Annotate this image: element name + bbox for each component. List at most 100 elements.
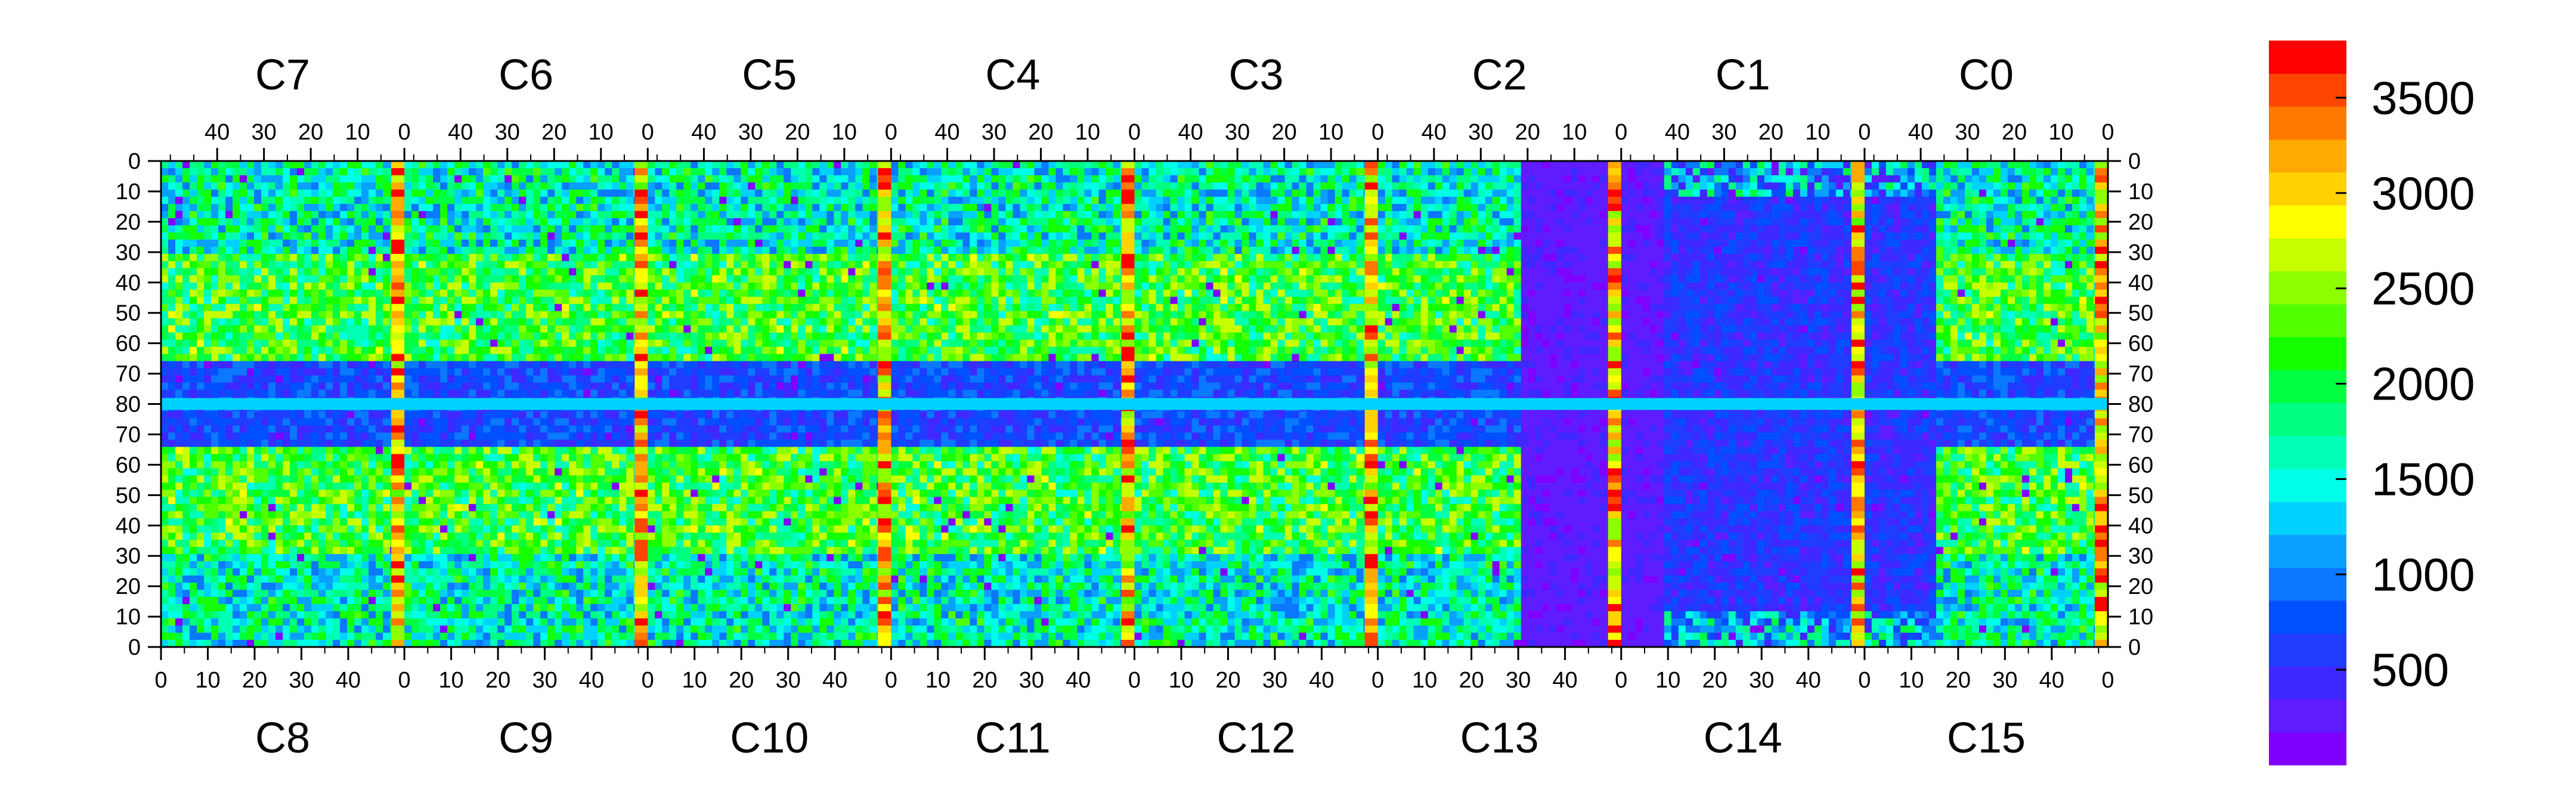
heatmap-cell <box>1549 182 1558 190</box>
heatmap-cell <box>1971 210 1980 219</box>
heatmap-cell <box>1707 168 1715 176</box>
heatmap-cell <box>791 289 798 298</box>
heatmap-cell <box>2072 232 2080 240</box>
heatmap-cell <box>1084 175 1092 183</box>
heatmap-cell <box>197 161 205 169</box>
heatmap-cell <box>1642 275 1651 283</box>
heatmap-cell <box>826 210 834 219</box>
heatmap-cell <box>1707 239 1715 247</box>
heatmap-cell <box>597 232 605 240</box>
heatmap-cell <box>769 210 777 219</box>
heatmap-cell <box>383 268 391 276</box>
heatmap-cell <box>1843 246 1851 255</box>
heatmap-cell <box>612 196 620 205</box>
heatmap-cell <box>812 289 820 298</box>
heatmap-cell <box>1864 232 1872 240</box>
heatmap-cell <box>1900 182 1908 190</box>
heatmap-cell <box>1406 282 1414 290</box>
heatmap-cell <box>1234 253 1242 262</box>
heatmap-cell <box>512 275 519 283</box>
heatmap-cell <box>1249 218 1256 226</box>
heatmap-cell <box>497 196 505 205</box>
heatmap-cell <box>1134 189 1142 197</box>
heatmap-cell <box>1385 268 1393 276</box>
heatmap-cell <box>1707 268 1715 276</box>
heatmap-cell <box>1170 182 1178 190</box>
heatmap-cell <box>1835 210 1844 219</box>
heatmap-cell <box>476 268 484 276</box>
heatmap-cell <box>1828 232 1837 240</box>
heatmap-cell <box>683 261 691 269</box>
heatmap-cell <box>2029 189 2037 197</box>
heatmap-cell <box>1063 261 1070 269</box>
heatmap-cell <box>1971 275 1980 283</box>
heatmap-cell <box>984 196 992 205</box>
heatmap-cell <box>304 182 312 190</box>
heatmap-cell <box>1134 175 1142 183</box>
heatmap-cell <box>1986 168 1994 176</box>
heatmap-cell <box>1843 210 1851 219</box>
heatmap-cell <box>1585 275 1593 283</box>
heatmap-cell <box>1478 161 1486 169</box>
heatmap-cell <box>1249 253 1256 262</box>
heatmap-cell <box>1299 275 1306 283</box>
heatmap-cell <box>1420 282 1429 290</box>
heatmap-cell <box>1764 189 1772 197</box>
heatmap-cell <box>1814 275 1822 283</box>
heatmap-cell <box>891 210 899 219</box>
heatmap-cell <box>1528 275 1536 283</box>
heatmap-cell <box>1070 182 1078 190</box>
heatmap-cell <box>2086 282 2094 290</box>
heatmap-cell <box>225 275 233 283</box>
heatmap-cell <box>1621 239 1629 247</box>
heatmap-cell <box>590 175 598 183</box>
heatmap-cell <box>2036 239 2044 247</box>
heatmap-cell <box>1678 261 1686 269</box>
heatmap-cell <box>748 282 756 290</box>
heatmap-cell <box>469 261 476 269</box>
heatmap-cell <box>1335 175 1342 183</box>
heatmap-cell <box>190 275 197 283</box>
heatmap-cell <box>1828 225 1837 233</box>
heatmap-cell <box>1313 182 1321 190</box>
heatmap-cell <box>161 289 169 298</box>
heatmap-cell <box>190 282 197 290</box>
heatmap-cell <box>2079 282 2087 290</box>
heatmap-cell <box>1055 203 1063 212</box>
heatmap-cell <box>855 246 863 255</box>
heatmap-cell <box>504 196 512 205</box>
heatmap-cell <box>776 218 784 226</box>
heatmap-cell <box>1792 168 1801 176</box>
heatmap-cell <box>1678 239 1686 247</box>
heatmap-cell <box>447 253 455 262</box>
heatmap-cell <box>1199 182 1206 190</box>
heatmap-cell <box>1385 218 1393 226</box>
heatmap-cell <box>440 218 448 226</box>
heatmap-cell <box>1470 253 1479 262</box>
heatmap-cell <box>326 239 333 247</box>
heatmap-cell <box>2072 210 2080 219</box>
heatmap-cell <box>898 253 906 262</box>
heatmap-cell <box>2007 246 2015 255</box>
heatmap-cell <box>569 218 577 226</box>
heatmap-cell <box>1893 253 1901 262</box>
heatmap-cell <box>383 182 391 190</box>
heatmap-cell <box>1585 189 1593 197</box>
heatmap-cell <box>733 161 741 169</box>
heatmap-cell <box>1084 246 1092 255</box>
heatmap-cell <box>948 210 956 219</box>
heatmap-cell <box>197 225 205 233</box>
heatmap-cell <box>1292 168 1299 176</box>
heatmap-cell <box>583 275 591 283</box>
heatmap-cell <box>483 189 491 197</box>
heatmap-cell <box>168 203 176 212</box>
heatmap-cell <box>483 261 491 269</box>
heatmap-cell <box>1106 246 1113 255</box>
heatmap-cell <box>290 225 298 233</box>
heatmap-cell <box>977 261 984 269</box>
heatmap-cell <box>2000 182 2008 190</box>
heatmap-cell <box>1199 175 1206 183</box>
heatmap-cell <box>562 275 569 283</box>
heatmap-cell <box>1292 189 1299 197</box>
heatmap-cell <box>540 253 548 262</box>
